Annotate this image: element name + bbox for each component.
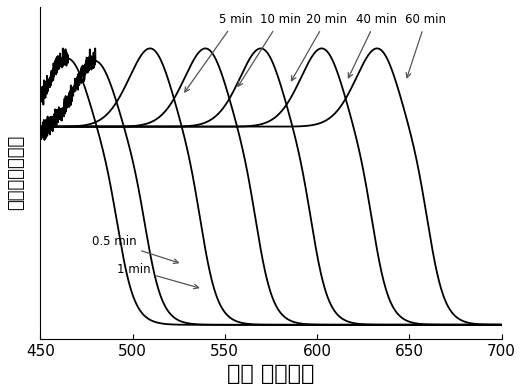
Y-axis label: 归一化吸收强度: 归一化吸收强度 bbox=[7, 135, 25, 210]
Text: 40 min: 40 min bbox=[348, 13, 396, 78]
Text: 0.5 min: 0.5 min bbox=[92, 235, 178, 264]
Text: 10 min: 10 min bbox=[238, 13, 301, 86]
Text: 5 min: 5 min bbox=[185, 13, 253, 92]
X-axis label: 波长 （纳米）: 波长 （纳米） bbox=[227, 364, 315, 384]
Text: 1 min: 1 min bbox=[117, 263, 199, 289]
Text: 60 min: 60 min bbox=[405, 13, 447, 77]
Text: 20 min: 20 min bbox=[291, 13, 347, 81]
